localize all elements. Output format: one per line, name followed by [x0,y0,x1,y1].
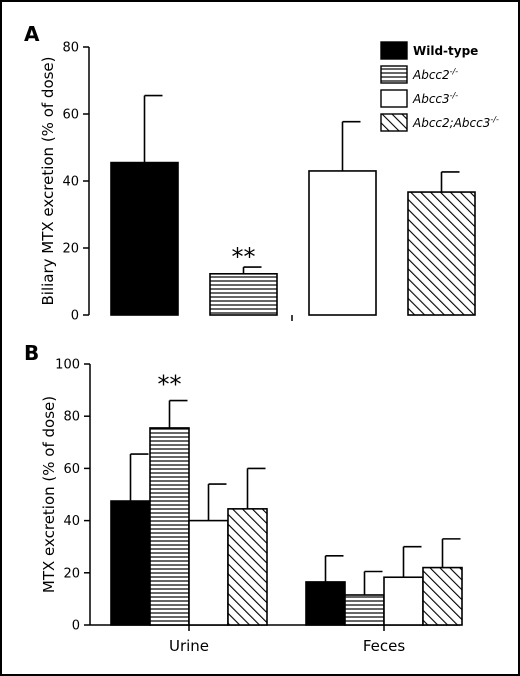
panel-b-bar [149,427,190,626]
panel-b-y-tick-label: 60 [63,462,80,477]
legend-label: Wild-type [413,44,478,58]
panel-b-y-tick-label: 100 [55,358,80,373]
panel-a-bar [110,161,179,316]
panel-a-letter: A [24,22,40,46]
panel-a-bar [209,272,278,316]
panel-b-x-tick-label: Urine [169,637,209,655]
legend-label: Abcc2;Abcc3-/- [412,115,499,130]
panel-b-y-tick-label: 40 [63,514,80,529]
panel-b-bar [305,581,346,626]
panel-a: A 0 20 40 60 80 Biliary MTX excretion (% of do… [24,22,499,324]
panel-a-y-tick-label: 20 [62,242,79,257]
panel-b-bar [227,508,268,626]
panel-b-letter: B [24,341,39,365]
legend-label: Abcc2-/- [412,67,458,82]
panel-b-y-tick-label: 20 [63,566,80,581]
panel-a-bar [407,191,476,316]
panel-a-bar [308,170,377,316]
panel-b: B 0 20 40 60 80 100 MTX excretion (% of dose) Ur… [24,341,463,655]
panel-b-significance-label: ** [158,371,182,399]
panel-a-y-tick-label: 0 [71,309,79,324]
panel-b-bar [422,566,463,626]
panel-b-bar [344,594,385,626]
panel-b-x-tick-label: Feces [363,637,406,655]
legend-swatch [380,89,408,108]
panel-b-y-tick-label: 80 [63,410,80,425]
panel-b-bar [383,576,424,626]
legend-swatch [380,41,408,60]
legend-swatch [380,65,408,84]
panel-b-bar [188,519,229,626]
panel-b-bar [110,500,151,626]
panel-a-significance-label: ** [232,243,256,271]
panel-a-y-axis-title: Biliary MTX excretion (% of dose) [39,56,57,305]
legend-swatch [380,113,408,132]
panel-a-y-tick-label: 40 [62,175,79,190]
panel-b-y-axis-title: MTX excretion (% of dose) [40,396,58,593]
panel-b-y-tick-label: 0 [72,619,80,634]
legend-label: Abcc3-/- [412,91,458,106]
panel-a-y-tick-label: 80 [62,41,79,56]
legend: Wild-type Abcc2-/- Abcc3-/- Abcc2;Abcc3-/- [380,41,499,132]
panel-a-y-tick-label: 60 [62,108,79,123]
